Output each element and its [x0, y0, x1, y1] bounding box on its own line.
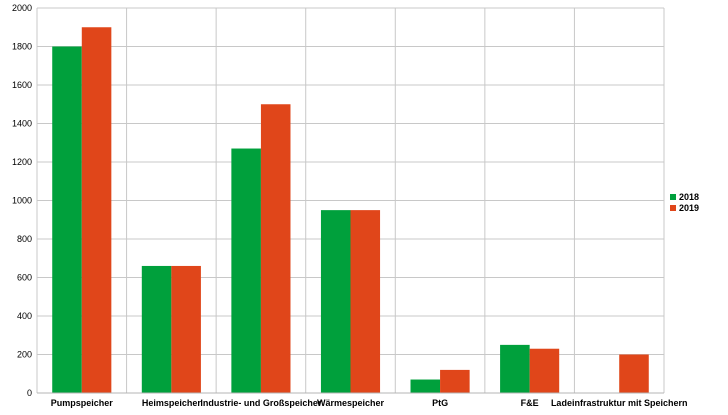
bar-2018: [231, 148, 261, 393]
bar-2019: [260, 104, 291, 393]
bar-2019: [529, 348, 560, 393]
y-tick-label: 0: [27, 388, 32, 398]
bar-2019: [350, 210, 381, 393]
bar-2018: [52, 46, 82, 393]
x-tick-label: Industrie- und Großspeicher: [200, 398, 322, 408]
y-tick-label: 1800: [12, 42, 32, 52]
x-tick-label: Pumpspeicher: [51, 398, 114, 408]
x-tick-label: PtG: [432, 398, 448, 408]
bar-2019: [619, 354, 649, 393]
axes: 0 200 400 600 800 1000 1200 1400 1600 1800 2000 Pum…: [12, 3, 688, 408]
x-tick-label: Heimspeicher: [142, 398, 202, 408]
y-tick-label: 2000: [12, 3, 32, 13]
bar-2019: [440, 369, 470, 393]
legend-swatch: [670, 205, 676, 211]
bar-2018: [410, 379, 441, 393]
bar-2018: [500, 344, 530, 393]
y-tick-label: 1400: [12, 119, 32, 129]
y-tick-label: 600: [17, 273, 32, 283]
y-tick-label: 1600: [12, 80, 32, 90]
legend-label: 2018: [679, 192, 699, 202]
y-tick-label: 200: [17, 350, 32, 360]
bar-2018: [320, 210, 351, 393]
bar-2019: [81, 27, 112, 393]
x-tick-label: Wärmespeicher: [317, 398, 385, 408]
bar-2018: [141, 265, 172, 393]
y-tick-label: 1000: [12, 196, 32, 206]
x-tick-label: Ladeinfrastruktur mit Speichern: [551, 398, 688, 408]
bars: [52, 27, 649, 393]
legend-label: 2019: [679, 203, 699, 213]
y-tick-label: 800: [17, 234, 32, 244]
y-tick-label: 400: [17, 311, 32, 321]
y-tick-label: 1200: [12, 157, 32, 167]
legend-swatch: [670, 194, 676, 200]
x-tick-label: F&E: [521, 398, 539, 408]
bar-2019: [171, 265, 201, 393]
